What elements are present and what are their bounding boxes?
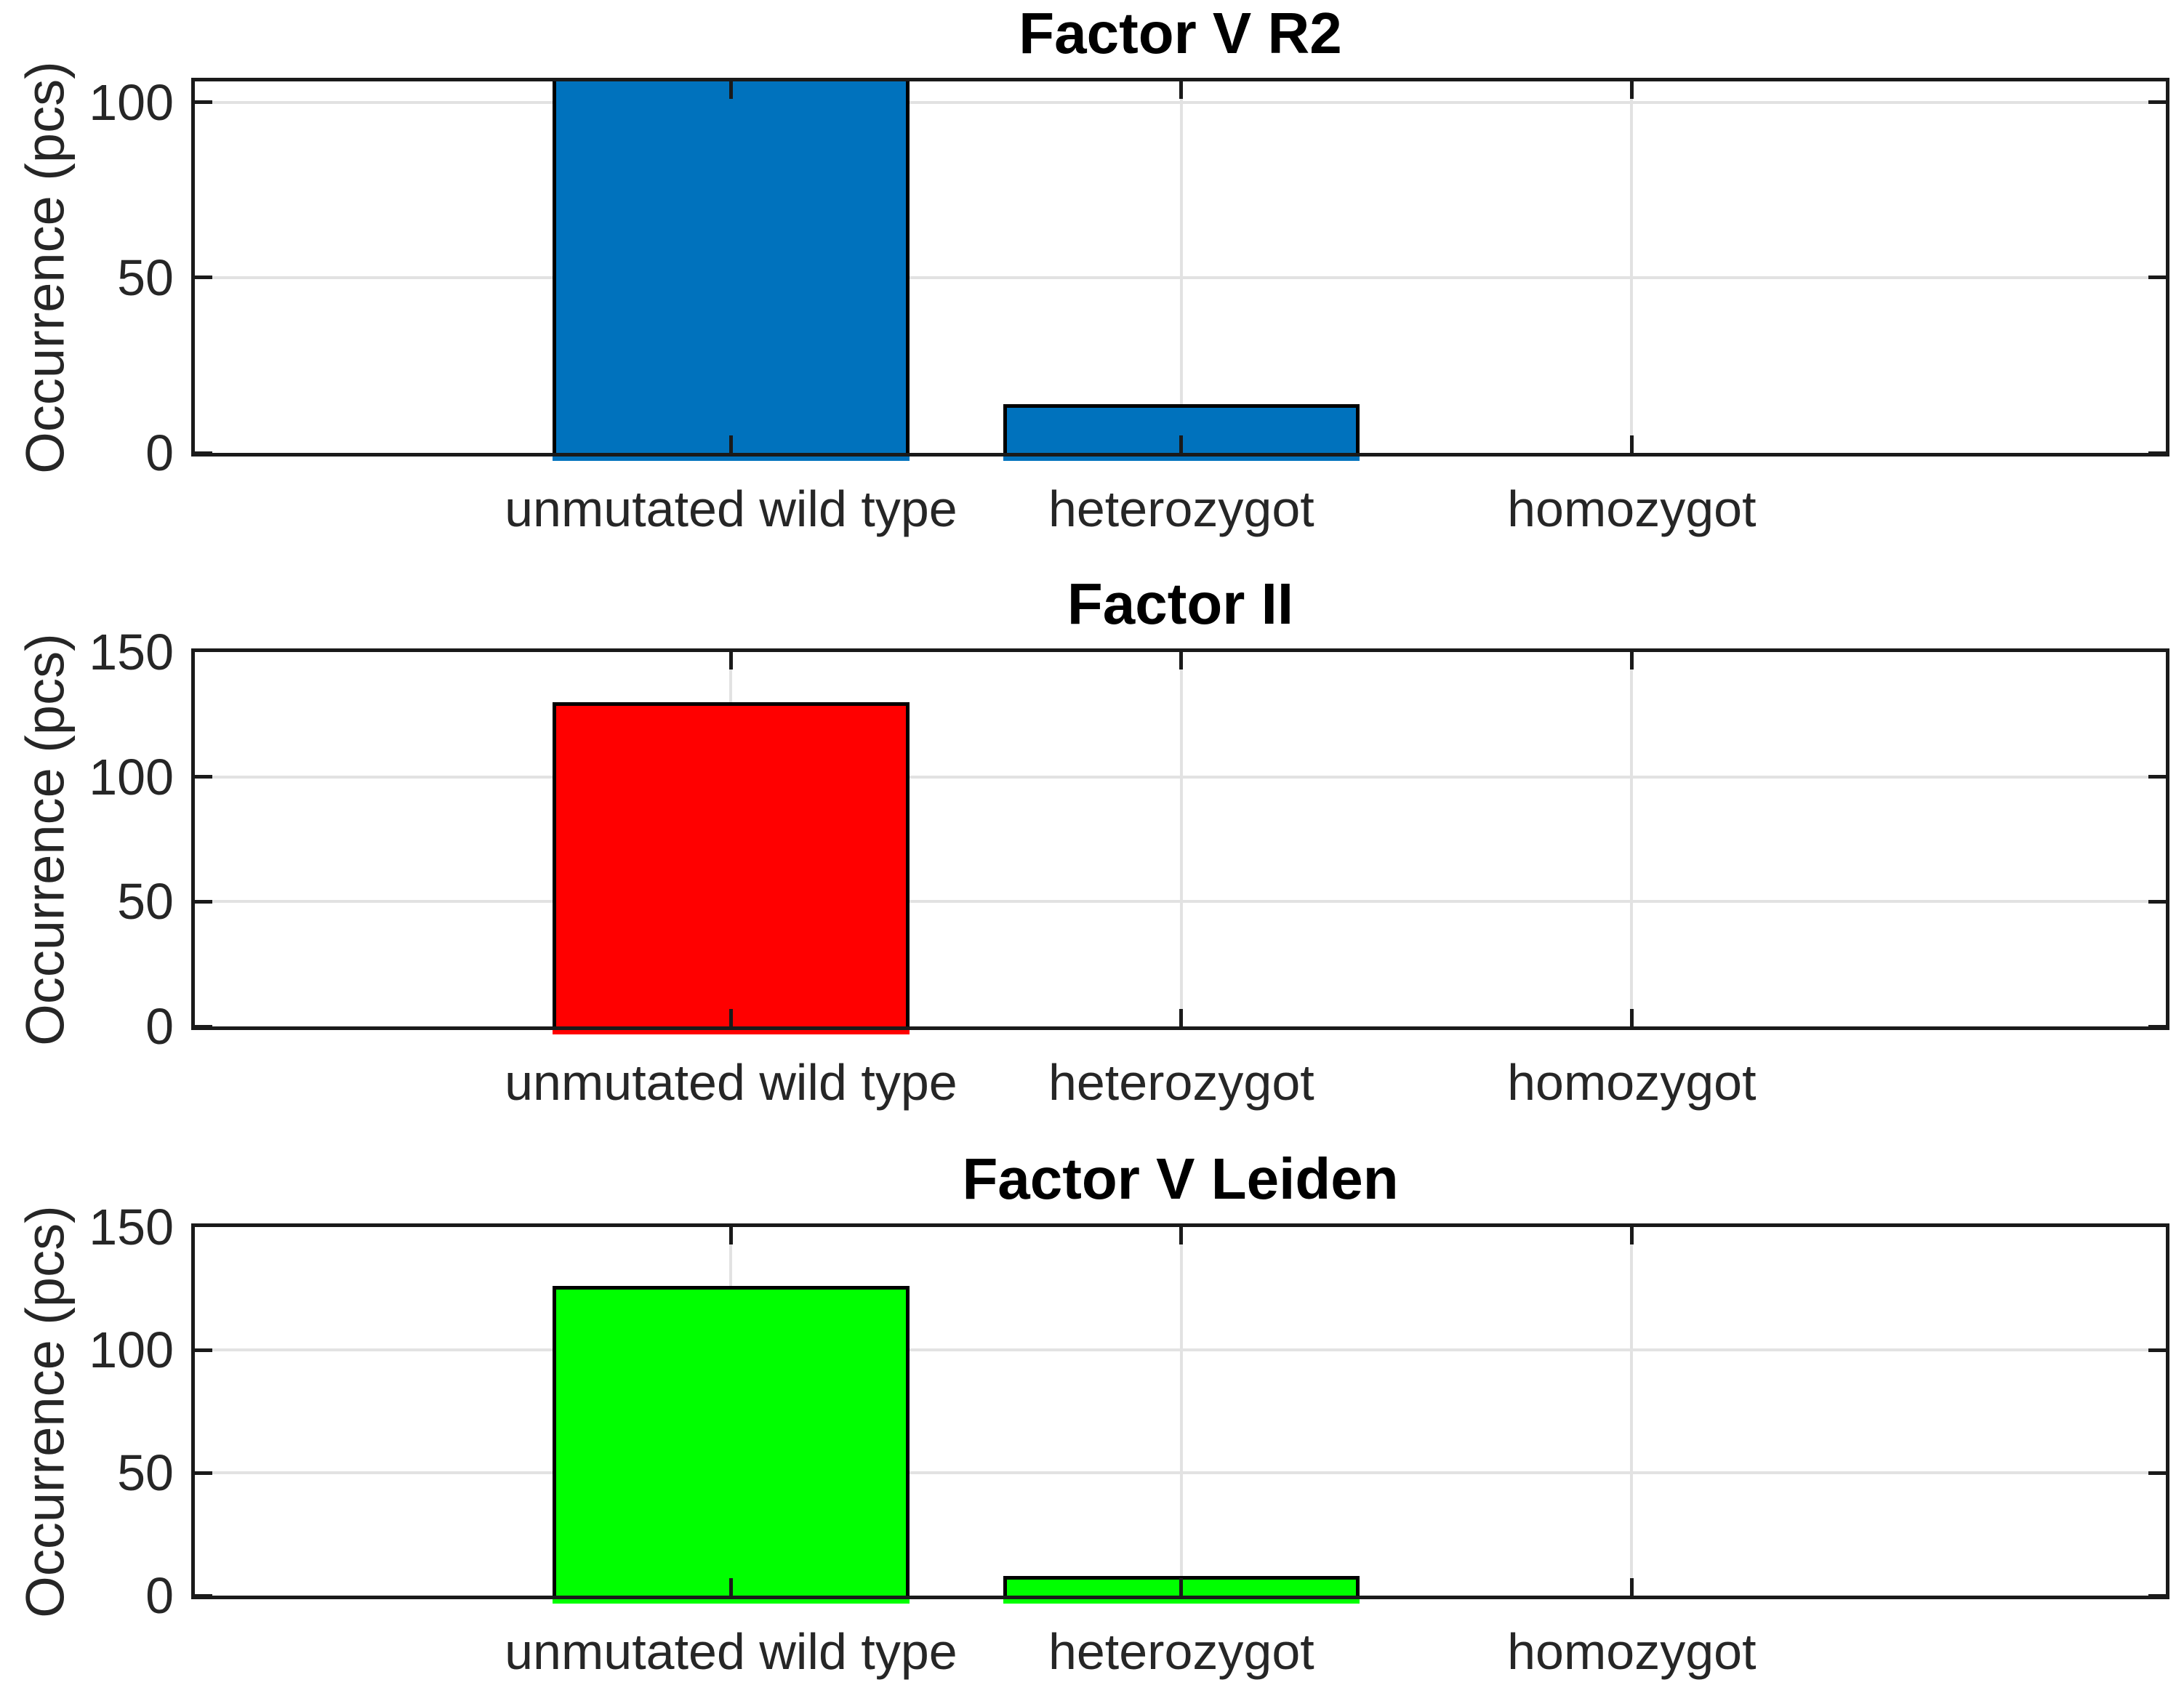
- y-tick: [2148, 451, 2166, 453]
- x-category-label: heterozygot: [1048, 1623, 1314, 1680]
- y-tick: [2148, 1471, 2166, 1475]
- y-tick-label: 100: [89, 1322, 174, 1378]
- x-tick: [1629, 1578, 1634, 1596]
- plot-area: [191, 1223, 2169, 1599]
- y-tick: [2148, 1593, 2166, 1596]
- x-tick: [728, 435, 733, 453]
- y-tick: [195, 1348, 212, 1352]
- y-tick: [2148, 1024, 2166, 1026]
- subplot-title: Factor II: [1067, 571, 1294, 636]
- y-tick: [195, 899, 212, 904]
- y-tick: [195, 276, 212, 280]
- x-category-label: unmutated wild type: [505, 1623, 957, 1680]
- y-tick-label: 0: [145, 425, 174, 481]
- axis-bleed-strip: [1003, 457, 1360, 461]
- x-tick: [1629, 1009, 1634, 1026]
- plot-area: [191, 648, 2169, 1030]
- x-category-label: homozygot: [1507, 480, 1757, 537]
- x-tick: [728, 81, 733, 99]
- bar-unmutated-wild-type: [553, 1286, 910, 1596]
- x-tick: [1179, 652, 1184, 669]
- horizontal-gridline: [195, 1471, 2166, 1474]
- y-tick-label: 50: [117, 1444, 174, 1501]
- y-axis-label: Occurrence (pcs): [15, 1205, 76, 1618]
- horizontal-gridline: [195, 1348, 2166, 1351]
- x-tick: [1179, 1009, 1184, 1026]
- plot-area: [191, 78, 2169, 457]
- y-tick: [195, 1593, 212, 1596]
- vertical-gridline: [1179, 81, 1183, 453]
- vertical-gridline: [1179, 1227, 1183, 1596]
- bar-unmutated-wild-type: [553, 701, 910, 1026]
- x-tick: [1629, 81, 1634, 99]
- x-tick: [728, 1009, 733, 1026]
- axis-bleed-strip: [1003, 1599, 1360, 1604]
- vertical-gridline: [1630, 81, 1634, 453]
- y-tick: [2148, 276, 2166, 280]
- x-tick: [1629, 652, 1634, 669]
- x-category-label: homozygot: [1507, 1623, 1757, 1680]
- y-tick: [195, 1024, 212, 1026]
- x-category-label: homozygot: [1507, 1054, 1757, 1111]
- x-tick: [728, 1227, 733, 1244]
- x-tick: [1629, 1227, 1634, 1244]
- horizontal-gridline: [195, 100, 2166, 104]
- y-tick-label: 100: [89, 73, 174, 131]
- x-category-label: unmutated wild type: [505, 480, 957, 537]
- y-tick: [195, 100, 212, 105]
- y-tick: [2148, 100, 2166, 105]
- horizontal-gridline: [195, 900, 2166, 904]
- horizontal-gridline: [195, 775, 2166, 779]
- y-tick: [195, 451, 212, 453]
- bar-unmutated-wild-type: [553, 81, 910, 453]
- axis-bleed-strip: [553, 1599, 910, 1604]
- x-tick: [1179, 435, 1184, 453]
- x-tick: [1629, 435, 1634, 453]
- axis-bleed-strip: [553, 1030, 910, 1034]
- x-category-label: heterozygot: [1048, 1054, 1314, 1111]
- vertical-gridline: [1630, 1227, 1634, 1596]
- y-tick-label: 100: [89, 748, 174, 805]
- subplot-title: Factor V R2: [1019, 1, 1342, 65]
- y-tick-label: 0: [145, 1567, 174, 1624]
- y-tick: [195, 1471, 212, 1475]
- x-tick: [1179, 1578, 1184, 1596]
- x-tick: [1179, 81, 1184, 99]
- x-category-label: heterozygot: [1048, 480, 1314, 537]
- y-tick-label: 50: [117, 873, 174, 930]
- y-tick: [2148, 1348, 2166, 1352]
- horizontal-gridline: [195, 276, 2166, 279]
- vertical-gridline: [1179, 652, 1183, 1026]
- x-tick: [728, 1578, 733, 1596]
- y-tick: [2148, 899, 2166, 904]
- x-tick: [1179, 1227, 1184, 1244]
- subplot-title: Factor V Leiden: [962, 1146, 1399, 1211]
- y-tick-label: 150: [89, 1199, 174, 1255]
- y-tick-label: 50: [117, 249, 174, 306]
- y-tick: [2148, 775, 2166, 779]
- y-tick-label: 150: [89, 624, 174, 680]
- vertical-gridline: [1630, 652, 1634, 1026]
- y-tick: [195, 775, 212, 779]
- x-tick: [728, 652, 733, 669]
- x-category-label: unmutated wild type: [505, 1054, 957, 1111]
- axis-bleed-strip: [553, 457, 910, 461]
- y-tick-label: 0: [145, 998, 174, 1055]
